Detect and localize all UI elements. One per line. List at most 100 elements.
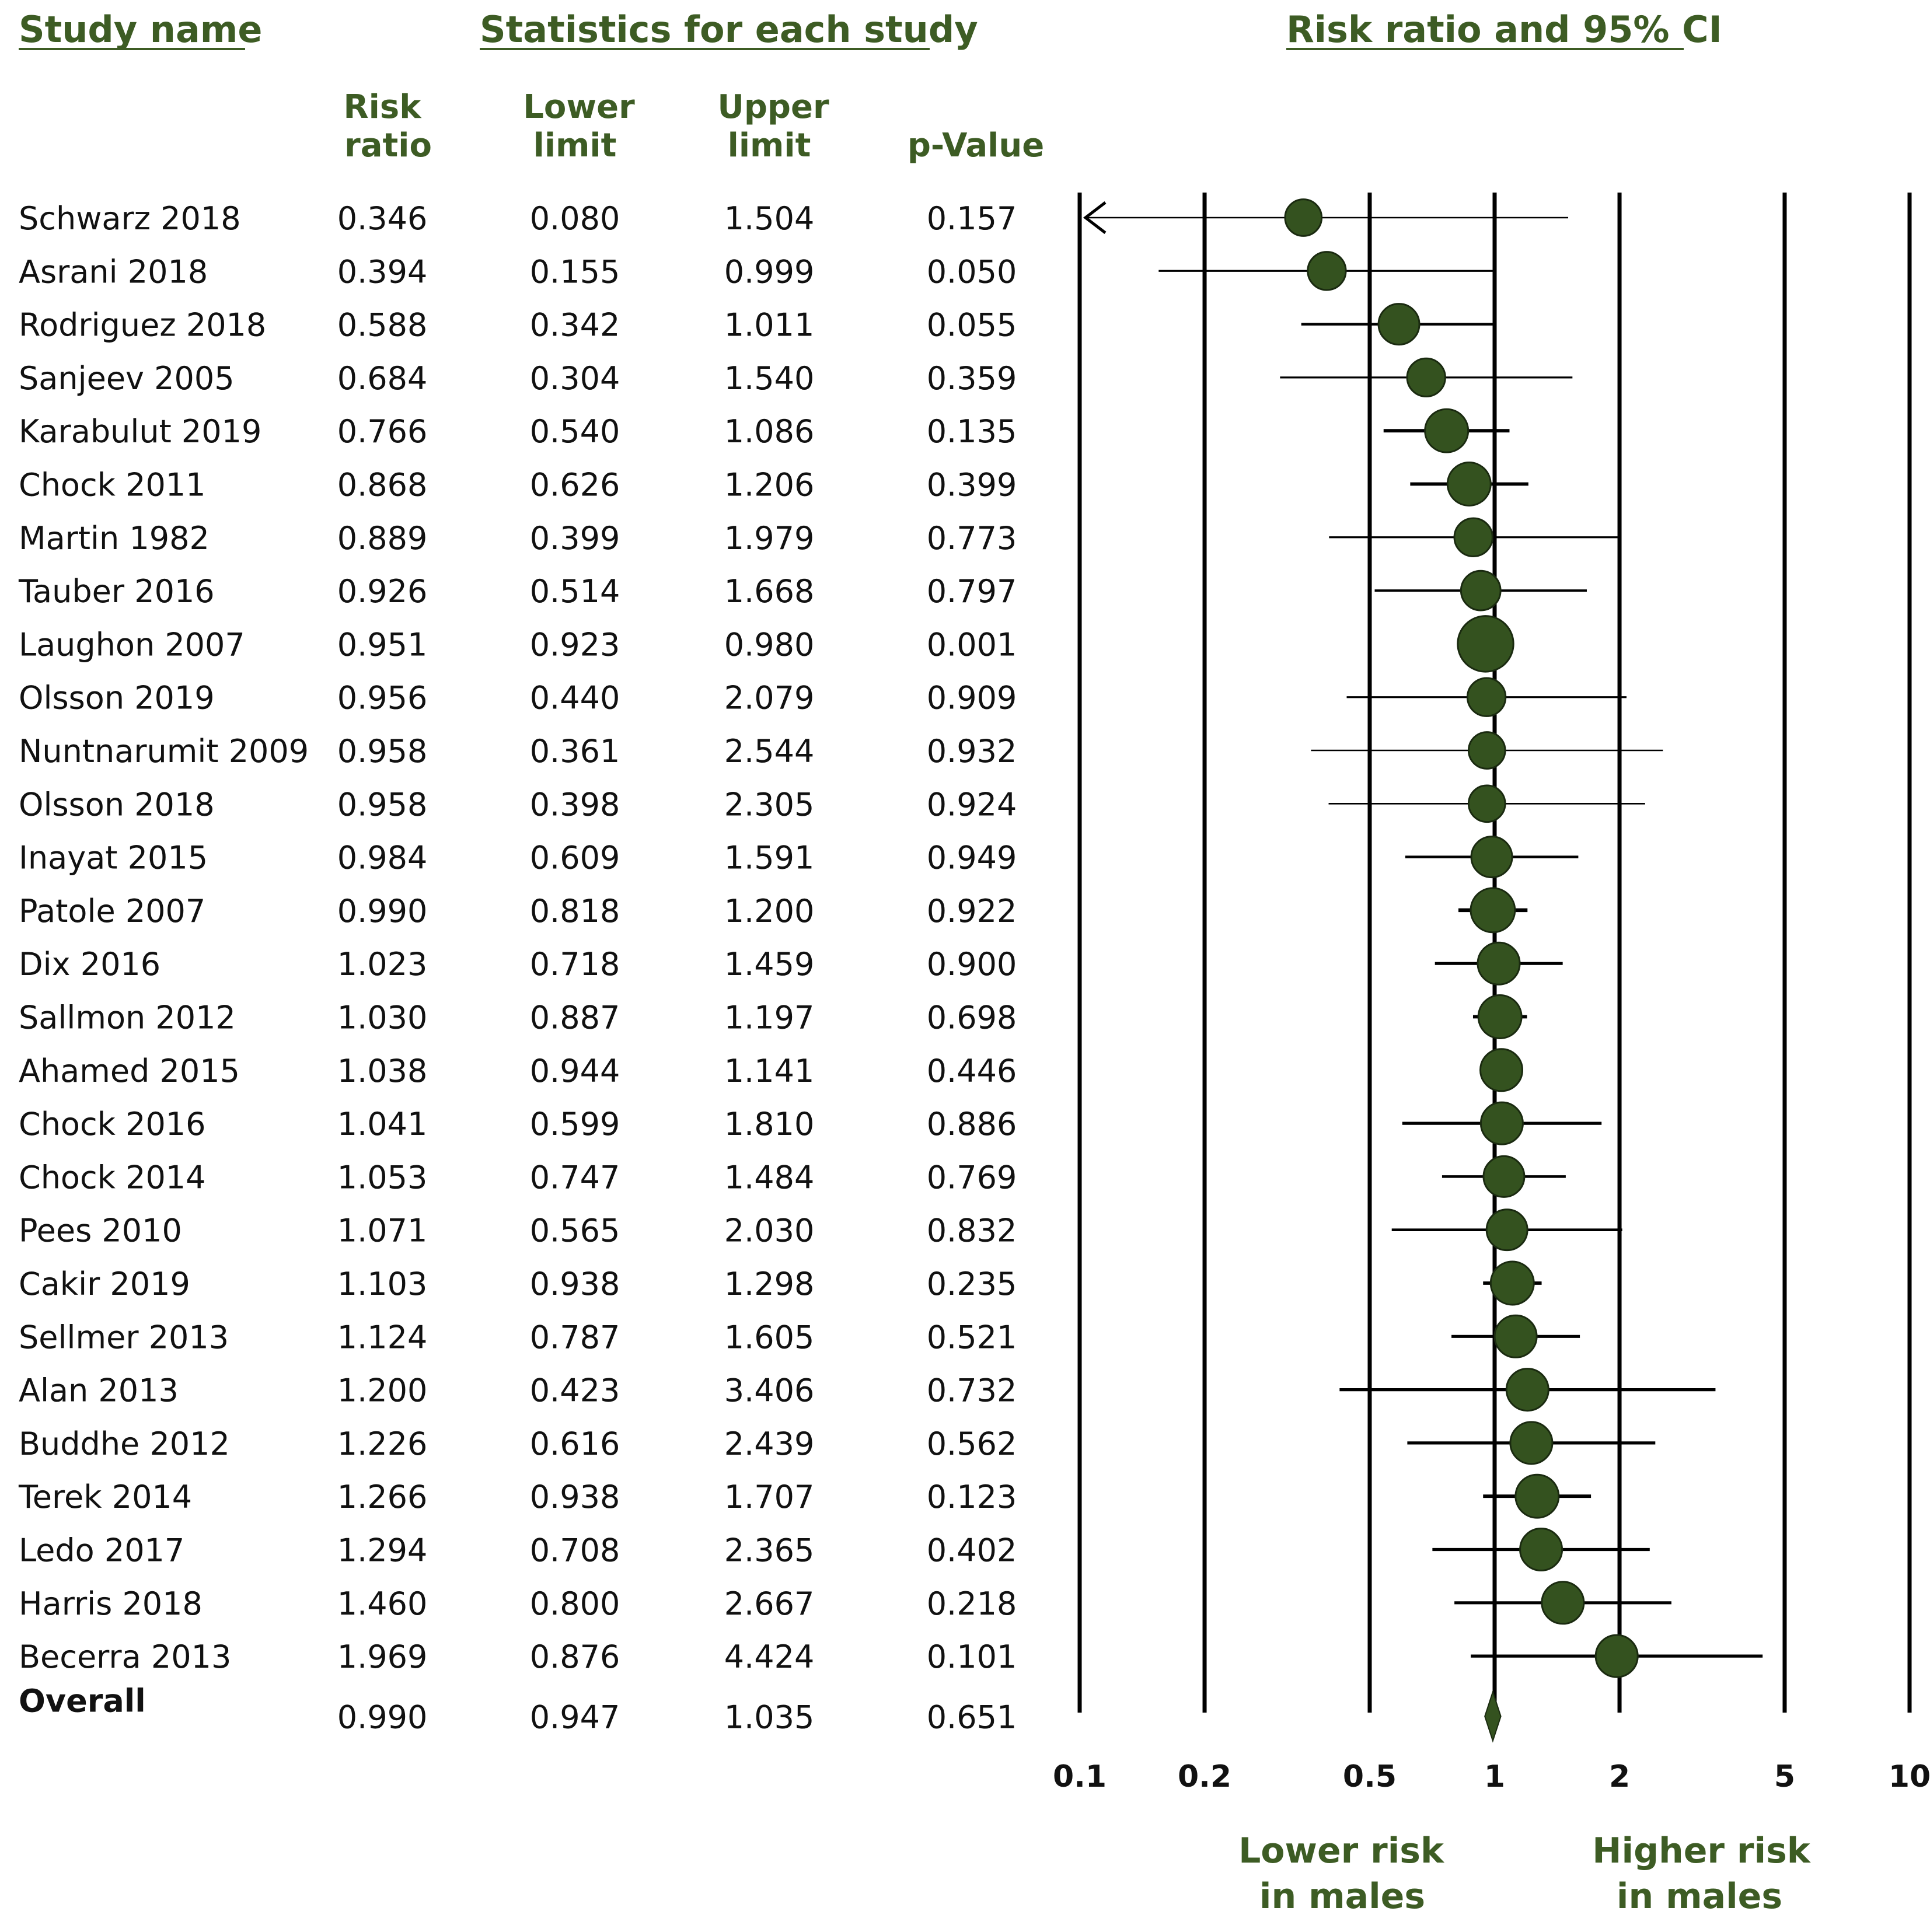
upper-limit-value: 1.011: [724, 307, 815, 344]
lower-limit-value: 0.626: [530, 467, 620, 504]
lower-risk-note-line2: in males: [1259, 1876, 1425, 1917]
study-row: Buddhe 2012 1.226 0.616 2.439 0.562: [19, 1426, 1017, 1462]
study-name: Alan 2013: [19, 1372, 179, 1409]
p-value: 0.521: [927, 1319, 1017, 1355]
p-value: 0.924: [927, 786, 1017, 823]
study-marker-group: [1405, 836, 1579, 879]
lower-limit-value: 0.440: [530, 680, 620, 717]
lower-limit-value: 0.155: [530, 253, 620, 290]
higher-risk-note-line2: in males: [1617, 1876, 1782, 1917]
lower-limit-value: 0.718: [530, 946, 620, 983]
upper-limit-value: 1.668: [724, 573, 815, 610]
upper-limit-value: 0.999: [724, 253, 815, 290]
study-row: Asrani 2018 0.394 0.155 0.999 0.050: [19, 253, 1017, 290]
overall-diamond: [1484, 1690, 1502, 1743]
risk-ratio-value: 0.956: [337, 680, 428, 717]
risk-ratio-value: 0.588: [337, 307, 428, 344]
study-row: Inayat 2015 0.984 0.609 1.591 0.949: [19, 840, 1017, 876]
point-estimate: [1485, 1208, 1528, 1252]
upper-limit-value: 1.206: [724, 467, 815, 504]
study-row: Chock 2014 1.053 0.747 1.484 0.769: [19, 1159, 1017, 1196]
upper-limit-value: 2.544: [724, 733, 815, 770]
lower-limit-value: 0.342: [530, 307, 620, 344]
point-estimate: [1467, 784, 1506, 823]
upper-limit-value: 1.197: [724, 1000, 815, 1036]
tick-label-10: 10: [1889, 1759, 1930, 1794]
upper-limit-value: 1.484: [724, 1159, 815, 1196]
study-row: Rodriguez 2018 0.588 0.342 1.011 0.055: [19, 307, 1017, 344]
risk-ratio-value: 1.226: [337, 1426, 428, 1462]
study-name: Dix 2016: [19, 946, 160, 983]
p-value: 0.235: [927, 1266, 1017, 1302]
point-estimate: [1479, 1048, 1524, 1092]
lower-limit-value: 0.800: [530, 1585, 620, 1622]
study-name: Chock 2011: [19, 467, 206, 504]
point-estimate: [1446, 462, 1492, 506]
p-value: 0.773: [927, 520, 1017, 557]
study-marker-group: [1479, 1048, 1524, 1092]
risk-ratio-value: 1.969: [337, 1638, 428, 1675]
upper-limit-value: 1.459: [724, 946, 815, 983]
point-estimate: [1453, 517, 1493, 557]
study-name-header: Study name: [19, 8, 262, 51]
study-marker-group: [1454, 1581, 1671, 1625]
point-estimate: [1482, 1155, 1526, 1198]
higher-risk-note-line1: Higher risk: [1592, 1830, 1811, 1871]
study-marker-group: [1451, 1314, 1580, 1358]
point-estimate: [1477, 994, 1523, 1039]
study-row: Cakir 2019 1.103 0.938 1.298 0.235: [19, 1266, 1017, 1302]
study-name: Karabulut 2019: [19, 413, 261, 450]
risk-ratio-value: 1.053: [337, 1159, 428, 1196]
risk-ratio-value: 0.951: [337, 626, 428, 663]
study-row: Patole 2007 0.990 0.818 1.200 0.922: [19, 893, 1017, 930]
point-estimate: [1406, 357, 1446, 398]
study-marker-group: [1329, 517, 1618, 557]
point-estimate: [1284, 198, 1323, 237]
p-value: 0.359: [927, 360, 1017, 397]
risk-ratio-header-line2: ratio: [344, 127, 432, 165]
lower-limit-header-line1: Lower: [523, 88, 635, 126]
study-marker-group: [1391, 1208, 1622, 1252]
study-marker-group: [1280, 357, 1573, 398]
study-marker-group: [1442, 1155, 1566, 1198]
upper-limit-header-line2: limit: [728, 127, 811, 165]
upper-limit-value: 4.424: [724, 1638, 815, 1675]
study-row: Alan 2013 1.200 0.423 3.406 0.732: [19, 1372, 1017, 1409]
study-name: Sanjeev 2005: [19, 360, 235, 397]
upper-limit-value: 1.540: [724, 360, 815, 397]
point-estimate: [1479, 1101, 1524, 1145]
study-name: Nuntnarumit 2009: [19, 733, 309, 770]
study-row: Pees 2010 1.071 0.565 2.030 0.832: [19, 1213, 1017, 1249]
overall-label: Overall: [19, 1682, 146, 1719]
risk-ratio-value: 0.958: [337, 733, 428, 770]
study-row: Chock 2011 0.868 0.626 1.206 0.399: [19, 467, 1017, 504]
p-value: 0.218: [927, 1585, 1017, 1622]
truncation-arrow: [1083, 201, 1107, 234]
study-name: Sallmon 2012: [19, 1000, 236, 1036]
study-row: Olsson 2019 0.956 0.440 2.079 0.909: [19, 680, 1017, 717]
study-row: Chock 2016 1.041 0.599 1.810 0.886: [19, 1106, 1017, 1143]
study-row: Ahamed 2015 1.038 0.944 1.141 0.446: [19, 1053, 1017, 1089]
upper-limit-value: 1.605: [724, 1319, 815, 1355]
lower-limit-value: 0.423: [530, 1372, 620, 1409]
p-value: 0.157: [927, 200, 1017, 237]
p-value: 0.399: [927, 467, 1017, 504]
study-row: Ledo 2017 1.294 0.708 2.365 0.402: [19, 1532, 1017, 1569]
lower-limit-value: 0.887: [530, 1000, 620, 1036]
lower-limit-value: 0.747: [530, 1159, 620, 1196]
statistics-header: Statistics for each study: [480, 8, 978, 51]
point-estimate: [1467, 731, 1506, 770]
study-name: Terek 2014: [18, 1479, 192, 1515]
point-estimate: [1307, 251, 1347, 291]
study-row: Martin 1982 0.889 0.399 1.979 0.773: [19, 520, 1017, 557]
study-table: Schwarz 2018 0.346 0.080 1.504 0.157 Asrani 2…: [18, 200, 1017, 1735]
study-name: Cakir 2019: [19, 1266, 190, 1302]
point-estimate: [1489, 1260, 1535, 1306]
risk-ratio-value: 1.103: [337, 1266, 428, 1302]
p-value: 0.123: [927, 1479, 1017, 1515]
risk-ratio-value: 1.266: [337, 1479, 428, 1515]
risk-ratio-value: 0.868: [337, 467, 428, 504]
risk-ratio-value: 1.460: [337, 1585, 428, 1622]
study-row: Olsson 2018 0.958 0.398 2.305 0.924: [19, 786, 1017, 823]
study-name: Chock 2014: [19, 1159, 206, 1196]
